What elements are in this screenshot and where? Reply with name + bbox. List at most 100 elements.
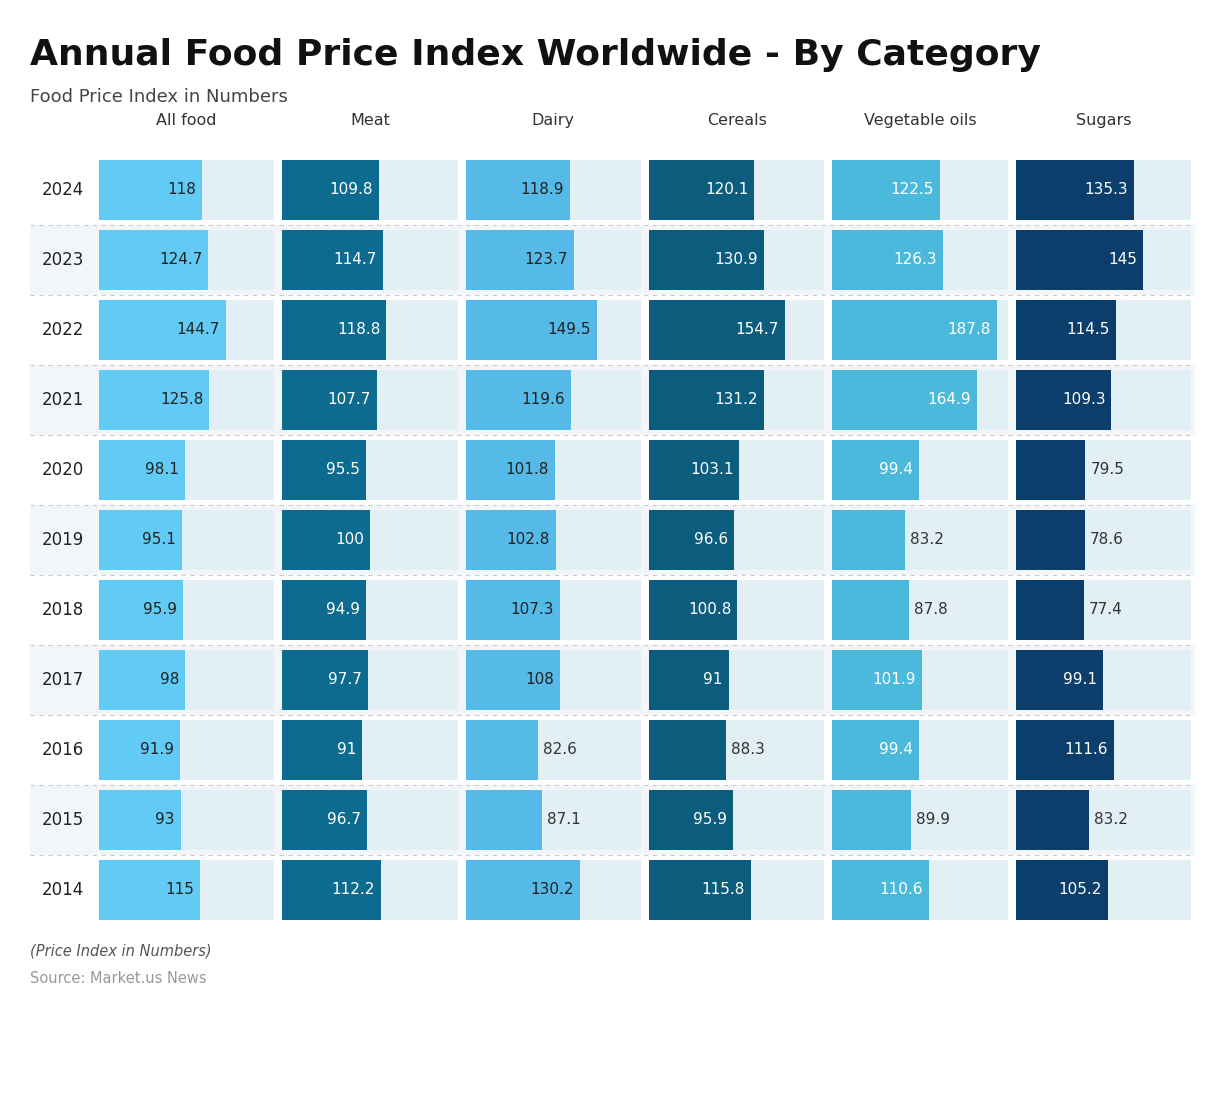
- Bar: [1016, 440, 1191, 500]
- Text: 120.1: 120.1: [705, 183, 748, 198]
- Bar: [466, 440, 640, 500]
- Bar: [99, 860, 200, 920]
- Text: 83.2: 83.2: [910, 532, 944, 548]
- Bar: [832, 160, 1008, 220]
- Bar: [649, 790, 733, 850]
- Bar: [1016, 580, 1083, 640]
- Text: 118.8: 118.8: [337, 322, 381, 338]
- Text: 115.8: 115.8: [702, 882, 744, 898]
- Bar: [282, 510, 458, 570]
- Bar: [832, 370, 977, 430]
- Bar: [832, 510, 1008, 570]
- Text: 107.3: 107.3: [510, 603, 554, 617]
- Bar: [832, 580, 909, 640]
- Text: 130.2: 130.2: [531, 882, 573, 898]
- Bar: [282, 650, 368, 710]
- Bar: [1016, 650, 1103, 710]
- Bar: [282, 300, 387, 360]
- Bar: [466, 580, 640, 640]
- Bar: [1016, 300, 1116, 360]
- Bar: [466, 790, 640, 850]
- Text: 111.6: 111.6: [1064, 742, 1108, 758]
- Bar: [649, 720, 726, 780]
- Text: 119.6: 119.6: [521, 393, 565, 407]
- Text: 2021: 2021: [41, 390, 84, 409]
- Bar: [1016, 230, 1191, 290]
- Text: All food: All food: [156, 113, 217, 128]
- Bar: [466, 440, 555, 500]
- Text: 112.2: 112.2: [332, 882, 375, 898]
- Text: 95.1: 95.1: [143, 532, 177, 548]
- Text: 79.5: 79.5: [1091, 462, 1125, 477]
- Bar: [832, 650, 1008, 710]
- Bar: [1016, 160, 1135, 220]
- Bar: [282, 790, 367, 850]
- Bar: [99, 580, 183, 640]
- Text: Vegetable oils: Vegetable oils: [864, 113, 976, 128]
- Bar: [282, 440, 366, 500]
- Bar: [649, 440, 739, 500]
- Text: 93: 93: [155, 813, 174, 827]
- Bar: [99, 860, 274, 920]
- Text: (Price Index in Numbers): (Price Index in Numbers): [30, 943, 211, 958]
- Bar: [649, 860, 750, 920]
- Bar: [649, 580, 737, 640]
- Bar: [1016, 510, 1191, 570]
- Bar: [30, 365, 1196, 435]
- Bar: [832, 860, 930, 920]
- Bar: [832, 580, 1008, 640]
- Bar: [30, 226, 1196, 295]
- Bar: [832, 370, 1008, 430]
- Bar: [99, 300, 226, 360]
- Bar: [649, 230, 764, 290]
- Bar: [99, 580, 274, 640]
- Text: 99.1: 99.1: [1063, 672, 1097, 688]
- Bar: [832, 440, 1008, 500]
- Bar: [466, 230, 640, 290]
- Bar: [282, 790, 458, 850]
- Bar: [30, 855, 1196, 925]
- Text: Dairy: Dairy: [532, 113, 575, 128]
- Bar: [466, 370, 571, 430]
- Bar: [832, 440, 920, 500]
- Bar: [99, 230, 274, 290]
- Text: 2019: 2019: [41, 531, 84, 549]
- Bar: [649, 300, 784, 360]
- Text: 108: 108: [526, 672, 554, 688]
- Bar: [99, 650, 274, 710]
- Text: 118.9: 118.9: [521, 183, 564, 198]
- Bar: [649, 510, 733, 570]
- Bar: [282, 720, 362, 780]
- Bar: [649, 650, 825, 710]
- Bar: [466, 580, 560, 640]
- Text: 77.4: 77.4: [1088, 603, 1122, 617]
- Text: 110.6: 110.6: [880, 882, 924, 898]
- Bar: [649, 580, 825, 640]
- Text: 96.7: 96.7: [327, 813, 361, 827]
- Text: 109.8: 109.8: [329, 183, 372, 198]
- Bar: [832, 230, 943, 290]
- Text: Meat: Meat: [350, 113, 390, 128]
- Text: 135.3: 135.3: [1085, 183, 1128, 198]
- Bar: [1016, 720, 1191, 780]
- Text: 114.5: 114.5: [1066, 322, 1110, 338]
- Text: 2016: 2016: [41, 741, 84, 759]
- Bar: [282, 160, 458, 220]
- Text: 149.5: 149.5: [548, 322, 590, 338]
- Text: 97.7: 97.7: [328, 672, 362, 688]
- Text: Sugars: Sugars: [1076, 113, 1131, 128]
- Text: 131.2: 131.2: [715, 393, 758, 407]
- Bar: [1016, 370, 1111, 430]
- Text: 95.9: 95.9: [143, 603, 177, 617]
- Bar: [466, 230, 575, 290]
- Bar: [282, 440, 458, 500]
- Bar: [1016, 370, 1191, 430]
- Text: 2022: 2022: [41, 321, 84, 339]
- Text: 100.8: 100.8: [688, 603, 731, 617]
- Bar: [1016, 860, 1191, 920]
- Bar: [466, 860, 580, 920]
- Bar: [1016, 790, 1191, 850]
- Text: Annual Food Price Index Worldwide - By Category: Annual Food Price Index Worldwide - By C…: [30, 39, 1041, 72]
- Text: 107.7: 107.7: [327, 393, 371, 407]
- Bar: [99, 510, 274, 570]
